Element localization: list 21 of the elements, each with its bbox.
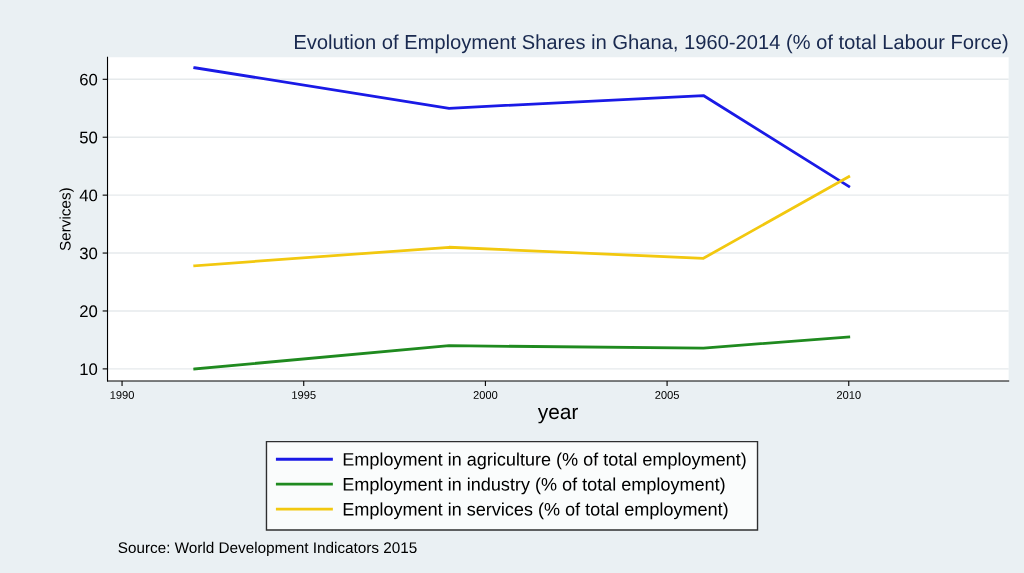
y-axis-title: Services) [59,188,74,251]
chart-title: Evolution of Employment Shares in Ghana, 1960-2014 (% of total Labour Force) [295,34,1008,54]
legend-label: Employment in industry (% of total employment) [343,477,725,495]
x-tick-label: 2005 [655,391,679,399]
y-tick-label: 30 [79,247,98,260]
y-tick-label: 60 [80,73,98,86]
x-tick-label: 2000 [473,391,498,399]
line-series [193,335,851,371]
x-tick-label: 1995 [292,391,316,399]
x-axis-title: year [537,407,578,424]
y-tick-label: 20 [80,305,98,318]
legend-label: Employment in agriculture (% of total employment) [343,452,746,470]
y-tick-label: 50 [79,131,98,144]
x-tick-label: 2010 [836,391,861,399]
y-tick-label: 10 [80,363,98,376]
source-note: Source: World Development Indicators 2015 [118,541,417,557]
x-tick-label: 1990 [110,391,134,399]
line-series [193,175,851,268]
legend-label: Employment in services (% of total employment) [343,502,728,520]
line-series [193,66,851,188]
y-tick-label: 40 [79,189,98,202]
